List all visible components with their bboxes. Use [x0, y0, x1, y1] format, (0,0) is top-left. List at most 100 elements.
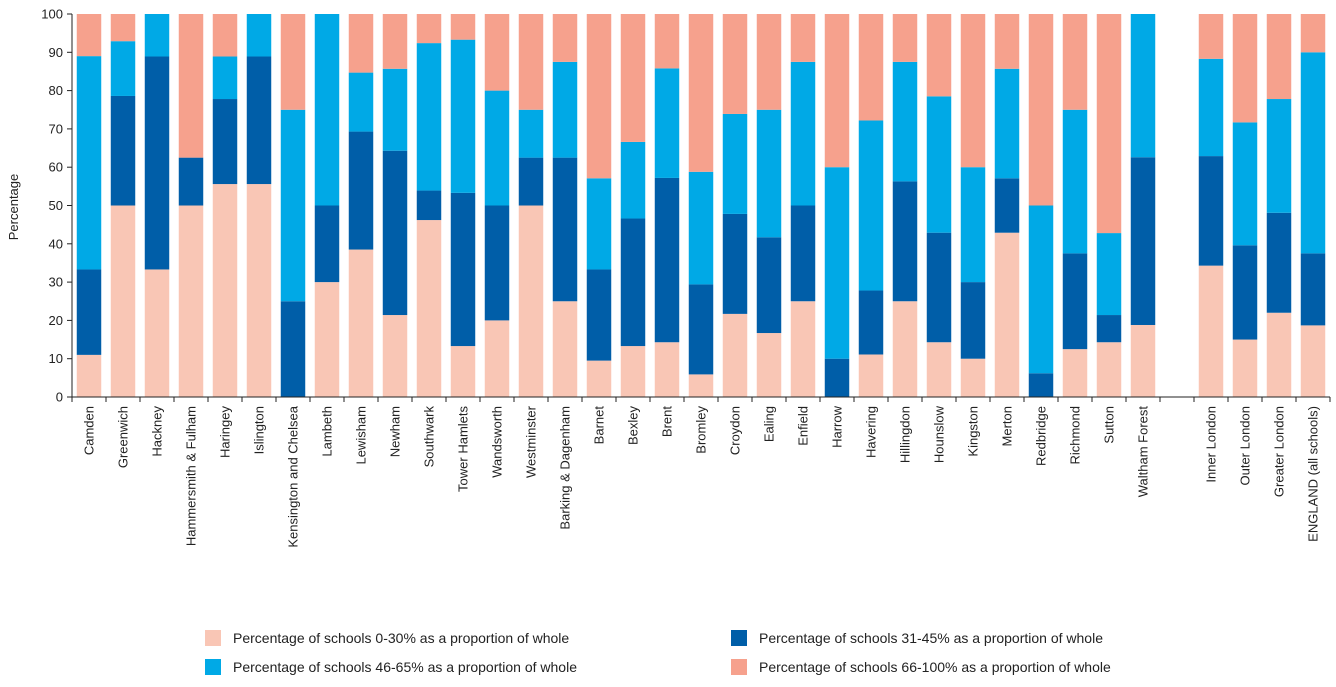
bar-segment	[620, 14, 646, 142]
bar-segment	[1232, 122, 1258, 246]
x-tick-label: Ealing	[762, 406, 777, 442]
bar-segment	[620, 346, 646, 397]
legend-item-46-65: Percentage of schools 46-65% as a propor…	[205, 659, 577, 675]
bar-segment	[552, 157, 578, 302]
bar-segment	[416, 43, 442, 191]
bar-segment	[1266, 212, 1292, 313]
legend-swatch-66-100	[731, 659, 747, 675]
x-tick-label: Richmond	[1068, 406, 1083, 465]
bar-segment	[518, 157, 544, 206]
x-tick-label: Havering	[864, 406, 879, 458]
bar-segment	[484, 14, 510, 91]
legend-item-66-100: Percentage of schools 66-100% as a propo…	[731, 659, 1111, 675]
bar-segment	[484, 205, 510, 321]
bar-segment	[1130, 157, 1156, 325]
x-tick-label: Sutton	[1102, 406, 1117, 444]
x-tick-label: Outer London	[1238, 406, 1253, 486]
bar-segment	[1266, 99, 1292, 213]
bar-segment	[994, 14, 1020, 69]
bar-segment	[790, 301, 816, 397]
bar-segment	[960, 358, 986, 397]
y-tick-label: 50	[49, 198, 63, 213]
bar-segment	[756, 333, 782, 397]
bar-segment	[586, 178, 612, 270]
bar-segment	[110, 95, 136, 206]
bar-segment	[824, 14, 850, 168]
bar-segment	[994, 178, 1020, 233]
bar-segment	[926, 232, 952, 343]
bar-segment	[620, 218, 646, 347]
y-tick-label: 0	[56, 390, 63, 405]
bar-segment	[450, 192, 476, 347]
bar-segment	[416, 190, 442, 221]
bar-segment	[1062, 109, 1088, 254]
legend-swatch-46-65	[205, 659, 221, 675]
stacked-bar-chart: Percentage 0 10 20 30 40 50 60 70 80 90 100 Camden…	[6, 7, 1331, 548]
x-tick-label: Kensington and Chelsea	[286, 405, 301, 547]
bar-segment	[484, 90, 510, 206]
bar-segment	[280, 301, 306, 397]
bar-segment	[688, 14, 714, 172]
bar-segment	[790, 14, 816, 62]
bar-segment	[688, 374, 714, 397]
x-tick-label: Tower Hamlets	[456, 406, 471, 492]
bar-segment	[654, 68, 680, 178]
bar-segment	[212, 56, 238, 100]
bar-segment	[586, 14, 612, 179]
bar-segment	[382, 315, 408, 397]
legend-label-31-45: Percentage of schools 31-45% as a propor…	[759, 630, 1103, 646]
bar-segment	[314, 205, 340, 283]
legend-swatch-0-30	[205, 630, 221, 646]
bar-segment	[960, 167, 986, 283]
legend-label-0-30: Percentage of schools 0-30% as a proport…	[233, 630, 570, 646]
bar-segment	[892, 301, 918, 397]
bar-segment	[824, 358, 850, 397]
x-tick-label: Islington	[252, 406, 267, 454]
bar-segment	[858, 290, 884, 355]
bar-segment	[450, 346, 476, 397]
x-tick-label: Bexley	[626, 406, 641, 446]
x-tick-label: Inner London	[1204, 406, 1219, 483]
bar-segment	[382, 150, 408, 316]
bar-segment	[76, 269, 102, 355]
y-tick-label: 40	[49, 236, 63, 251]
bar-segment	[756, 14, 782, 110]
bar-segment	[246, 56, 272, 185]
x-tick-label: Waltham Forest	[1136, 406, 1151, 498]
bar-segment	[348, 72, 374, 132]
y-tick-label: 30	[49, 275, 63, 290]
y-axis: 0 10 20 30 40 50 60 70 80 90 100	[41, 7, 73, 405]
x-tick-label: Westminster	[524, 405, 539, 478]
bar-segment	[110, 41, 136, 96]
bar-segment	[960, 14, 986, 168]
bar-segment	[1130, 14, 1156, 158]
bar-segment	[144, 269, 170, 397]
bar-segment	[620, 141, 646, 219]
bar-segment	[382, 68, 408, 151]
x-tick-label: Lambeth	[320, 406, 335, 457]
bar-segment	[1300, 253, 1326, 326]
bar-segment	[960, 282, 986, 359]
legend-swatch-31-45	[731, 630, 747, 646]
bar-segment	[178, 205, 204, 397]
bars	[76, 14, 1326, 398]
bar-segment	[1130, 325, 1156, 397]
bar-segment	[76, 56, 102, 270]
bar-segment	[144, 14, 170, 57]
bar-segment	[1232, 14, 1258, 123]
bar-segment	[280, 14, 306, 110]
bar-segment	[1028, 205, 1054, 374]
bar-segment	[450, 39, 476, 193]
bar-segment	[722, 14, 748, 114]
x-tick-label: Harrow	[830, 405, 845, 448]
bar-segment	[76, 14, 102, 57]
bar-segment	[654, 14, 680, 69]
bar-segment	[552, 61, 578, 158]
x-tick-label: Wandsworth	[490, 406, 505, 478]
x-tick-label: Newham	[388, 406, 403, 457]
bar-segment	[348, 131, 374, 250]
bar-segment	[926, 14, 952, 97]
bar-segment	[348, 14, 374, 73]
bar-segment	[484, 320, 510, 397]
bar-segment	[1198, 58, 1224, 157]
